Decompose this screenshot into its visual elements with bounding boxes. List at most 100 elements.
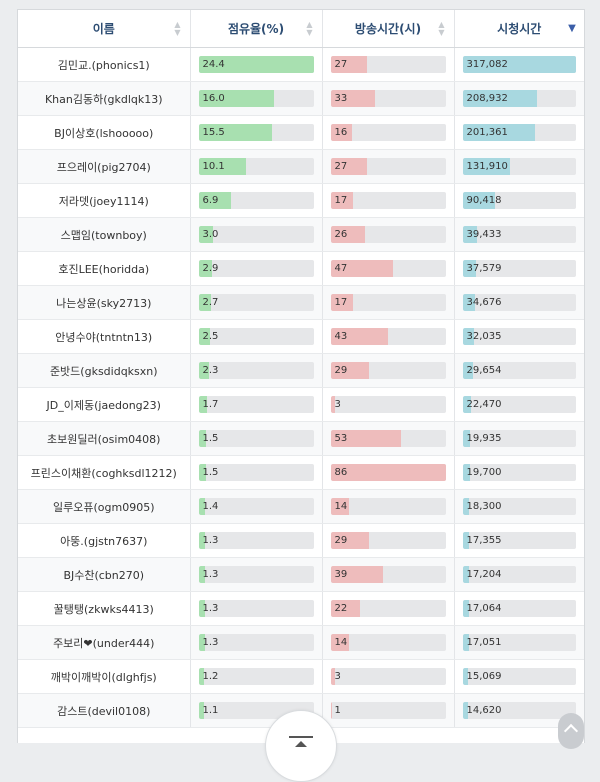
- scroll-to-top-button[interactable]: [265, 710, 337, 782]
- table-row[interactable]: 초보원딜러(osim0408) 1.5 53 19,935: [18, 421, 584, 456]
- table-row[interactable]: 주보리❤(under444) 1.3 14 17,051: [18, 625, 584, 660]
- streamer-name[interactable]: 호진LEE(horidda): [18, 251, 190, 286]
- streamer-name[interactable]: Khan김동하(gkdlqk13): [18, 81, 190, 116]
- column-header-share-label: 점유율(%): [227, 22, 285, 36]
- share-value: 1.3: [202, 535, 219, 546]
- views-value: 32,035: [466, 331, 502, 342]
- table-row[interactable]: 꿀탱탱(zkwks4413) 1.3 22 17,064: [18, 591, 584, 626]
- hours-bar-track: 1: [330, 702, 446, 719]
- share-bar-fill: [198, 430, 206, 447]
- hours-cell: 86: [321, 455, 454, 490]
- sort-arrows-icon[interactable]: ▲ ▼: [174, 19, 181, 37]
- sort-arrows-icon[interactable]: ▲ ▼: [306, 19, 313, 37]
- share-value: 1.1: [202, 705, 219, 716]
- hours-value: 1: [334, 705, 341, 716]
- share-bar-fill: [198, 328, 211, 345]
- table-row[interactable]: 프린스이채환(coghksdl1212) 1.5 86 19,700: [18, 455, 584, 490]
- table-row[interactable]: 일루오퓨(ogm0905) 1.4 14 18,300: [18, 489, 584, 524]
- streamer-name[interactable]: 안녕수야(tntntn13): [18, 319, 190, 354]
- views-cell: 201,361: [453, 115, 584, 150]
- hours-cell: 3: [321, 387, 454, 422]
- share-bar-fill: [198, 362, 210, 379]
- table-row[interactable]: 저라뎃(joey1114) 6.9 17 90,418: [18, 183, 584, 218]
- table-row[interactable]: 깨박이깨박이(dlghfjs) 1.2 3 15,069: [18, 659, 584, 694]
- streamer-name[interactable]: 꿀탱탱(zkwks4413): [18, 591, 190, 626]
- streamer-name[interactable]: 주보리❤(under444): [18, 625, 190, 660]
- column-header-share[interactable]: 점유율(%) ▲ ▼: [189, 10, 322, 48]
- hours-cell: 27: [321, 47, 454, 82]
- streamer-name[interactable]: BJ수찬(cbn270): [18, 557, 190, 592]
- share-value: 2.5: [202, 331, 219, 342]
- views-bar-track: 37,579: [462, 260, 576, 277]
- views-bar-fill: [462, 634, 469, 651]
- streamer-name[interactable]: 나는상윤(sky2713): [18, 285, 190, 320]
- hours-bar-fill: [330, 498, 350, 515]
- table-row[interactable]: 김민교.(phonics1) 24.4 27 317,082: [18, 47, 584, 82]
- hours-bar-fill: [330, 464, 446, 481]
- views-bar-fill: [462, 56, 576, 73]
- table-row[interactable]: 아뚱.(gjstn7637) 1.3 29 17,355: [18, 523, 584, 558]
- table-row[interactable]: 나는상윤(sky2713) 2.7 17 34,676: [18, 285, 584, 320]
- table-row[interactable]: 호진LEE(horidda) 2.9 47 37,579: [18, 251, 584, 286]
- table-row[interactable]: 준밧드(gksdidqksxn) 2.3 29 29,654: [18, 353, 584, 388]
- share-bar-fill: [198, 396, 207, 413]
- share-cell: 1.3: [189, 557, 322, 592]
- share-bar-track: 1.4: [198, 498, 314, 515]
- streamer-name[interactable]: BJ이상호(lshooooo): [18, 115, 190, 150]
- table-row[interactable]: 프으레이(pig2704) 10.1 27 131,910: [18, 149, 584, 184]
- share-value: 1.3: [202, 569, 219, 580]
- share-bar-fill: [198, 532, 205, 549]
- views-value: 22,470: [466, 399, 502, 410]
- streamer-name[interactable]: 아뚱.(gjstn7637): [18, 523, 190, 558]
- table-row[interactable]: 감스트(devil0108) 1.1 1 14,620: [18, 693, 584, 728]
- share-value: 2.9: [202, 263, 219, 274]
- views-value: 34,676: [466, 297, 502, 308]
- views-value: 17,051: [466, 637, 502, 648]
- streamer-name[interactable]: 김민교.(phonics1): [18, 47, 190, 82]
- streamer-name[interactable]: 준밧드(gksdidqksxn): [18, 353, 190, 388]
- hours-cell: 26: [321, 217, 454, 252]
- views-bar-fill: [462, 294, 475, 311]
- share-bar-fill: [198, 668, 205, 685]
- table-row[interactable]: JD_이제동(jaedong23) 1.7 3 22,470: [18, 387, 584, 422]
- table-row[interactable]: 스맵임(townboy) 3.0 26 39,433: [18, 217, 584, 252]
- share-value: 1.3: [202, 637, 219, 648]
- share-bar-fill: [198, 56, 314, 73]
- column-header-views[interactable]: 시청시간 ▼: [453, 10, 584, 48]
- hours-cell: 16: [321, 115, 454, 150]
- sort-desc-icon[interactable]: ▼: [568, 22, 576, 34]
- views-bar-fill: [462, 702, 468, 719]
- share-bar-track: 1.2: [198, 668, 314, 685]
- table-row[interactable]: BJ수찬(cbn270) 1.3 39 17,204: [18, 557, 584, 592]
- hours-bar-fill: [330, 600, 360, 617]
- streamer-name[interactable]: JD_이제동(jaedong23): [18, 387, 190, 422]
- hours-value: 3: [334, 671, 341, 682]
- hours-bar-fill: [330, 226, 366, 243]
- column-header-name[interactable]: 이름 ▲ ▼: [18, 10, 190, 48]
- sort-arrows-icon[interactable]: ▲ ▼: [438, 19, 445, 37]
- views-value: 18,300: [466, 501, 502, 512]
- views-value: 90,418: [466, 195, 502, 206]
- table-row[interactable]: BJ이상호(lshooooo) 15.5 16 201,361: [18, 115, 584, 150]
- streamer-name[interactable]: 초보원딜러(osim0408): [18, 421, 190, 456]
- hours-cell: 43: [321, 319, 454, 354]
- views-bar-fill: [462, 124, 535, 141]
- table-row[interactable]: 안녕수야(tntntn13) 2.5 43 32,035: [18, 319, 584, 354]
- streamer-name[interactable]: 프린스이채환(coghksdl1212): [18, 455, 190, 490]
- table-row[interactable]: Khan김동하(gkdlqk13) 16.0 33 208,932: [18, 81, 584, 116]
- hours-value: 29: [334, 535, 348, 546]
- hours-bar-track: 27: [330, 56, 446, 73]
- streamer-name[interactable]: 저라뎃(joey1114): [18, 183, 190, 218]
- views-cell: 17,051: [453, 625, 584, 660]
- views-bar-fill: [462, 90, 538, 107]
- share-cell: 10.1: [189, 149, 322, 184]
- page-up-button[interactable]: [558, 713, 584, 749]
- streamer-name[interactable]: 일루오퓨(ogm0905): [18, 489, 190, 524]
- share-value: 16.0: [202, 93, 225, 104]
- streamer-name[interactable]: 깨박이깨박이(dlghfjs): [18, 659, 190, 694]
- streamer-name[interactable]: 감스트(devil0108): [18, 693, 190, 728]
- streamer-name[interactable]: 스맵임(townboy): [18, 217, 190, 252]
- streamer-name[interactable]: 프으레이(pig2704): [18, 149, 190, 184]
- views-value: 317,082: [466, 59, 508, 70]
- column-header-hours[interactable]: 방송시간(시) ▲ ▼: [321, 10, 454, 48]
